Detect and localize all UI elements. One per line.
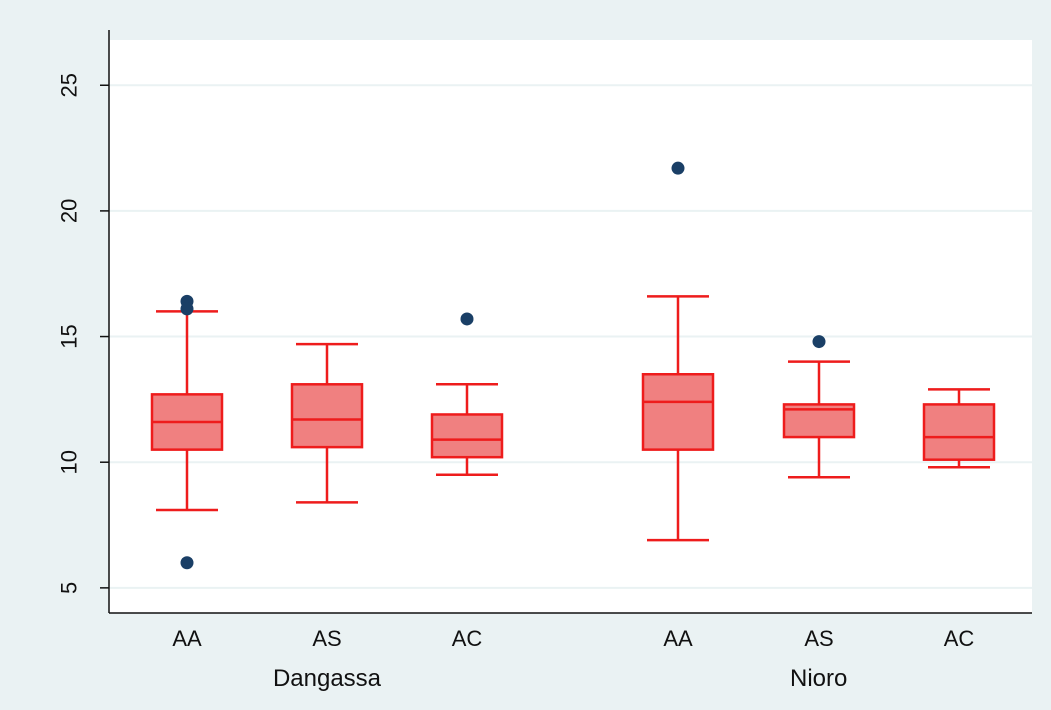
box-dangassa-as [290,342,364,504]
y-tick-label: 5 [57,582,82,594]
x-tick-label: AS [804,626,833,651]
y-tick-label: 10 [57,450,82,474]
y-tick-label: 25 [57,73,82,97]
outlier-point [671,161,685,175]
x-axis-tick-labels: AA AS AC AA AS AC [172,626,974,651]
box-nioro-aa [641,295,715,542]
x-tick-label: AC [944,626,975,651]
outlier-point [812,335,826,349]
box-dangassa-ac [430,383,504,477]
y-axis-ticks: 5 10 15 20 25 [57,73,109,594]
group-labels: Dangassa Nioro [273,665,847,692]
outlier-point [180,302,194,316]
group-label-nioro: Nioro [790,665,847,692]
iqr-box [641,373,715,451]
gridlines [109,84,1032,589]
y-tick-label: 20 [57,199,82,223]
box-nioro-as [782,360,856,479]
iqr-box [430,413,504,459]
iqr-box [290,383,364,449]
outlier-point [460,312,474,326]
iqr-box [922,403,996,461]
box-series [150,295,996,542]
x-tick-label: AA [172,626,202,651]
outlier-point [180,556,194,570]
x-tick-label: AC [452,626,483,651]
plot-background [109,40,1032,613]
x-tick-label: AA [663,626,693,651]
box-dangassa-aa [150,310,224,512]
group-label-dangassa: Dangassa [273,665,382,692]
y-tick-label: 15 [57,324,82,348]
box-nioro-ac [922,388,996,469]
x-tick-label: AS [312,626,341,651]
outlier-points [180,161,826,570]
